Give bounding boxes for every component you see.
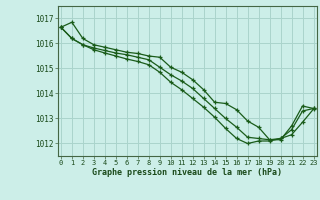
X-axis label: Graphe pression niveau de la mer (hPa): Graphe pression niveau de la mer (hPa) — [92, 168, 282, 177]
